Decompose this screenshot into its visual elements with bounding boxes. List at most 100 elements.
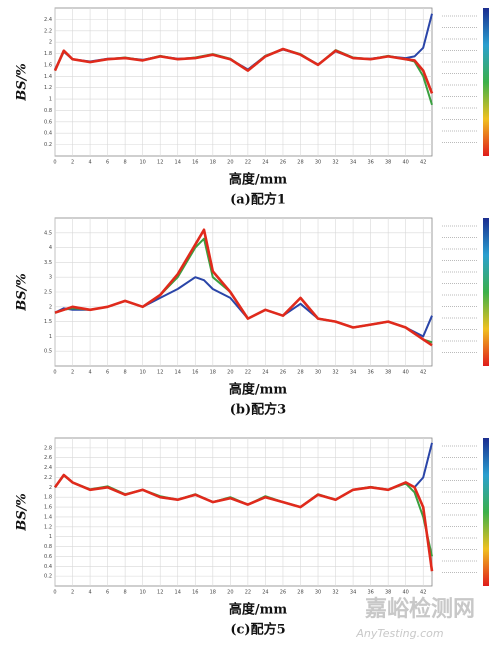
- x-tick-label: 36: [367, 590, 373, 596]
- y-tick-label: 1.8: [44, 51, 52, 57]
- x-tick-label: 22: [245, 160, 251, 166]
- x-tick-label: 30: [315, 160, 321, 166]
- x-axis-label: 高度/mm: [229, 172, 288, 188]
- x-tick-label: 16: [192, 160, 198, 166]
- y-tick-label: 0.2: [44, 574, 52, 580]
- y-tick-label: 2.4: [44, 465, 52, 471]
- y-tick-label: 1: [49, 534, 52, 540]
- x-tick-label: 28: [297, 160, 303, 166]
- chart-title: (a)配方1: [230, 192, 286, 208]
- x-tick-label: 26: [280, 370, 286, 376]
- x-tick-label: 36: [367, 370, 373, 376]
- x-tick-label: 24: [262, 590, 268, 596]
- x-tick-label: 12: [157, 160, 163, 166]
- y-axis-label: BS/%: [15, 273, 30, 311]
- x-tick-label: 20: [227, 160, 233, 166]
- x-tick-label: 40: [403, 370, 409, 376]
- x-tick-label: 40: [403, 590, 409, 596]
- watermark: 嘉峪检测网: [365, 596, 475, 622]
- x-tick-label: 12: [157, 590, 163, 596]
- y-tick-label: 0.4: [44, 564, 52, 570]
- x-tick-label: 22: [245, 370, 251, 376]
- y-tick-label: 3.5: [44, 260, 52, 266]
- x-tick-label: 8: [124, 370, 127, 376]
- x-tick-label: 20: [227, 590, 233, 596]
- x-tick-label: 38: [385, 590, 391, 596]
- y-tick-label: 1.2: [44, 85, 52, 91]
- y-axis-label: BS/%: [15, 63, 30, 101]
- x-tick-label: 20: [227, 370, 233, 376]
- x-tick-label: 6: [106, 160, 109, 166]
- y-tick-label: 1: [49, 97, 52, 103]
- y-tick-label: 1.6: [44, 62, 52, 68]
- y-tick-label: 2.8: [44, 445, 52, 451]
- chart-title: (c)配方5: [230, 622, 285, 638]
- x-tick-label: 26: [280, 160, 286, 166]
- x-tick-label: 8: [124, 160, 127, 166]
- y-tick-label: 2: [49, 304, 52, 310]
- plot-area: [54, 437, 433, 587]
- x-tick-label: 24: [262, 370, 268, 376]
- x-tick-label: 2: [71, 370, 74, 376]
- x-tick-label: 0: [53, 590, 56, 596]
- x-tick-label: 26: [280, 590, 286, 596]
- y-tick-label: 2: [49, 40, 52, 46]
- watermark: AnyTesting.com: [355, 627, 443, 640]
- x-tick-label: 12: [157, 370, 163, 376]
- x-tick-label: 18: [210, 370, 216, 376]
- y-tick-label: 2.2: [44, 475, 52, 481]
- colorbar: [483, 218, 489, 366]
- x-tick-label: 36: [367, 160, 373, 166]
- x-tick-label: 22: [245, 590, 251, 596]
- x-tick-label: 14: [175, 370, 181, 376]
- colorbar: [483, 438, 489, 586]
- series-line: [53, 473, 434, 572]
- x-tick-label: 38: [385, 370, 391, 376]
- y-tick-label: 0.5: [44, 349, 52, 355]
- x-tick-label: 2: [71, 590, 74, 596]
- y-tick-label: 0.6: [44, 119, 52, 125]
- x-tick-label: 24: [262, 160, 268, 166]
- y-tick-label: 1: [49, 334, 52, 340]
- x-tick-label: 4: [88, 160, 91, 166]
- x-tick-label: 28: [297, 370, 303, 376]
- y-tick-label: 1.4: [44, 514, 52, 520]
- y-tick-label: 3: [49, 275, 52, 281]
- series-line: [54, 228, 433, 347]
- y-tick-label: 2.5: [44, 290, 52, 296]
- x-axis-label: 高度/mm: [229, 382, 288, 398]
- chart-title: (b)配方3: [230, 402, 286, 418]
- x-tick-label: 38: [385, 160, 391, 166]
- series-line: [53, 47, 434, 94]
- x-tick-label: 0: [53, 160, 56, 166]
- x-tick-label: 16: [192, 370, 198, 376]
- x-tick-label: 18: [210, 590, 216, 596]
- x-tick-label: 6: [106, 590, 109, 596]
- x-tick-label: 42: [420, 370, 426, 376]
- y-tick-label: 4: [49, 245, 52, 251]
- y-tick-label: 0.6: [44, 554, 52, 560]
- x-tick-label: 18: [210, 160, 216, 166]
- x-tick-label: 4: [88, 590, 91, 596]
- x-tick-label: 8: [124, 590, 127, 596]
- x-tick-label: 4: [88, 370, 91, 376]
- x-axis-label: 高度/mm: [229, 602, 288, 618]
- x-tick-label: 6: [106, 370, 109, 376]
- y-tick-label: 1.4: [44, 74, 52, 80]
- y-tick-label: 0.8: [44, 544, 52, 550]
- y-tick-label: 4.5: [44, 230, 52, 236]
- y-tick-label: 1.2: [44, 524, 52, 530]
- x-tick-label: 30: [315, 590, 321, 596]
- x-tick-label: 30: [315, 370, 321, 376]
- x-tick-label: 10: [139, 370, 145, 376]
- x-tick-label: 34: [350, 370, 356, 376]
- x-tick-label: 42: [420, 160, 426, 166]
- y-tick-label: 1.5: [44, 319, 52, 325]
- y-tick-label: 1.8: [44, 495, 52, 501]
- y-tick-label: 1.6: [44, 505, 52, 511]
- x-tick-label: 16: [192, 590, 198, 596]
- y-tick-label: 2.6: [44, 455, 52, 461]
- x-tick-label: 32: [332, 370, 338, 376]
